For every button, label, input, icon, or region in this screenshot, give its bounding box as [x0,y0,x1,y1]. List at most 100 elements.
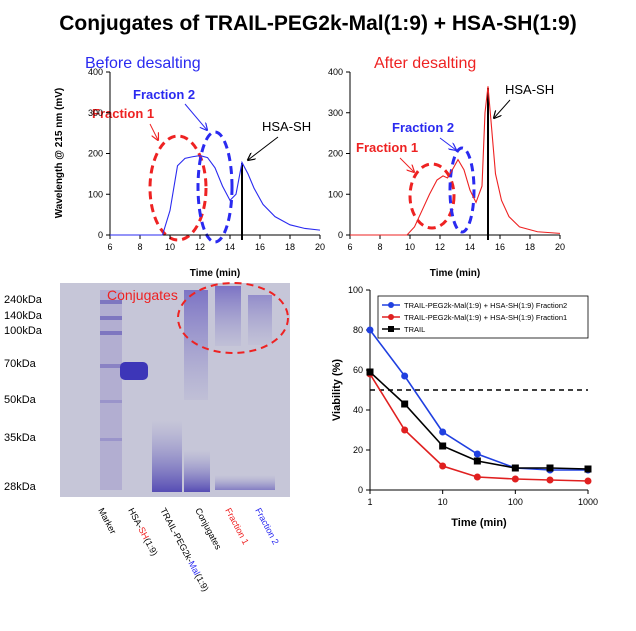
y-tick-label: 200 [88,149,103,159]
x-tick-label: 100 [508,497,523,507]
legend-label: TRAIL [404,325,425,334]
kda-label: 240kDa [4,294,43,306]
y-tick-label: 0 [358,485,363,495]
y-tick-label: 400 [328,67,343,77]
point [546,464,554,472]
x-tick-label: 20 [315,242,325,252]
x-axis-label: Time (min) [451,517,507,529]
point [401,426,409,434]
point [473,473,481,481]
x-tick-label: 8 [377,242,382,252]
gel [60,282,290,497]
point [401,400,409,408]
point [473,450,481,458]
fraction-ellipse [448,146,476,234]
fraction-ellipse [408,162,456,230]
annotation: Fraction 2 [133,87,195,102]
fraction-ellipse [148,134,208,242]
point [584,477,592,485]
point [546,476,554,484]
arrow [439,137,456,150]
y-tick-label: 0 [338,230,343,240]
gel-annotation: Conjugates [107,287,178,303]
x-tick-label: 10 [405,242,415,252]
x-tick-label: 8 [137,242,142,252]
lane-label: Fraction 2 [253,506,281,546]
lane-label: Marker [96,506,118,535]
fraction-ellipse [196,130,234,244]
y-tick-label: 60 [353,365,363,375]
panel-title: Before desalting [85,55,201,72]
arrow [494,99,511,118]
x-tick-label: 1000 [578,497,598,507]
panel-title: After desalting [374,55,476,72]
series-line [369,329,588,471]
x-tick-label: 20 [555,242,565,252]
point [511,475,519,483]
legend-swatch [388,314,394,320]
point [439,428,447,436]
lane-label: HSA-SH(1:9) [126,506,159,557]
series-line [110,154,321,236]
x-tick-label: 14 [465,242,475,252]
kda-label: 70kDa [4,358,37,370]
y-axis-label: Wavelength @ 215 nm (mV) [54,88,65,219]
figure-title: Conjugates of TRAIL-PEG2k-Mal(1:9) + HSA… [59,12,576,35]
y-tick-label: 0 [98,230,103,240]
y-tick-label: 300 [328,108,343,118]
y-tick-label: 40 [353,405,363,415]
legend-label: TRAIL-PEG2k-Mal(1:9) + HSA-SH(1:9) Fract… [404,301,567,310]
y-tick-label: 20 [353,445,363,455]
kda-label: 50kDa [4,394,37,406]
y-tick-label: 80 [353,325,363,335]
annotation: HSA-SH [505,82,554,97]
arrow [149,123,158,140]
y-tick-label: 300 [88,108,103,118]
legend-label: TRAIL-PEG2k-Mal(1:9) + HSA-SH(1:9) Fract… [404,313,567,322]
kda-label: 35kDa [4,432,37,444]
point [584,465,592,473]
legend-box [377,295,589,339]
annotation: Fraction 1 [92,106,154,121]
y-tick-label: 200 [328,149,343,159]
arrow [184,103,207,130]
point [439,442,447,450]
x-tick-label: 10 [438,497,448,507]
y-tick-label: 100 [348,285,363,295]
kda-label: 140kDa [4,310,43,322]
y-tick-label: 400 [88,67,103,77]
kda-label: 28kDa [4,481,37,493]
x-tick-label: 6 [347,242,352,252]
y-tick-label: 100 [328,189,343,199]
y-axis-label: Viability (%) [331,359,343,421]
point [401,372,409,380]
point [366,326,374,334]
arrow [399,157,414,172]
x-tick-label: 12 [195,242,205,252]
legend-swatch [388,302,394,308]
x-tick-label: 18 [285,242,295,252]
x-tick-label: 16 [495,242,505,252]
x-tick-label: 12 [435,242,445,252]
point [439,462,447,470]
x-tick-label: 1 [367,497,372,507]
annotation: Fraction 2 [392,120,454,135]
lane-label: Fraction 1 [223,506,251,546]
legend-swatch [388,326,394,332]
x-tick-label: 18 [525,242,535,252]
annotation: HSA-SH [262,119,311,134]
x-tick-label: 16 [255,242,265,252]
arrow [248,136,279,160]
x-axis-label: Time (min) [430,268,480,279]
point [511,464,519,472]
x-tick-label: 6 [107,242,112,252]
x-axis-label: Time (min) [190,268,240,279]
y-tick-label: 100 [88,189,103,199]
x-tick-label: 10 [165,242,175,252]
annotation: Fraction 1 [356,140,418,155]
series-line [350,86,561,236]
kda-label: 100kDa [4,325,43,337]
x-tick-label: 14 [225,242,235,252]
point [473,457,481,465]
